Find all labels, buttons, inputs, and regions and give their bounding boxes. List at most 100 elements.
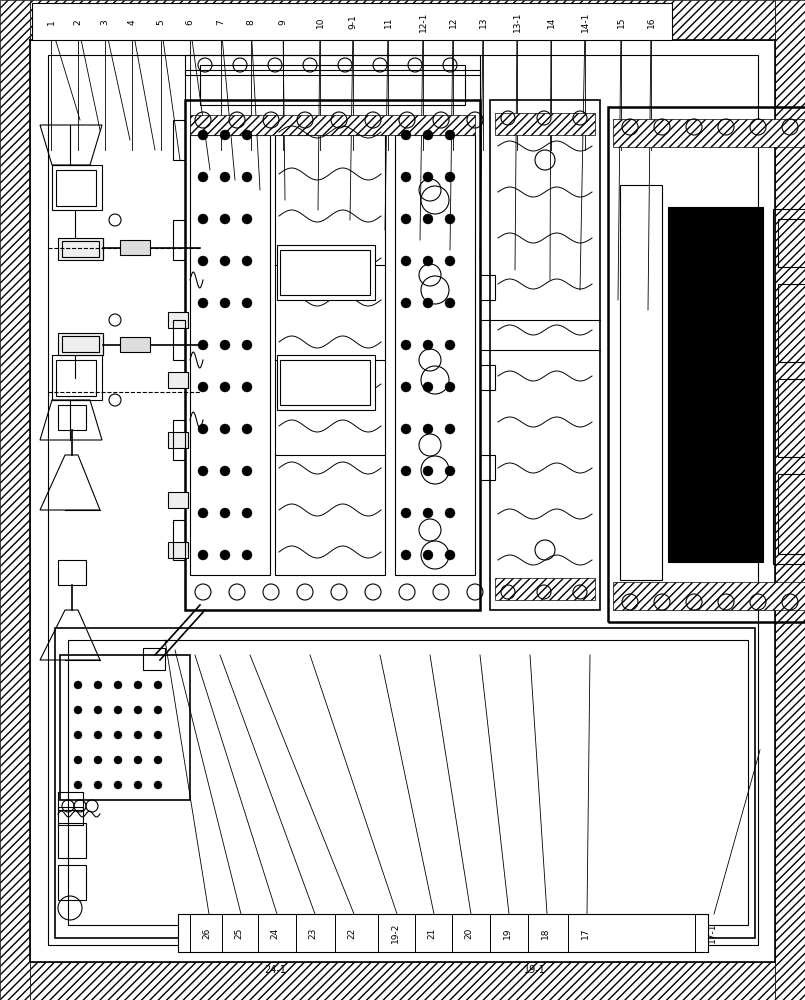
Circle shape bbox=[423, 550, 433, 560]
Bar bbox=[56, 170, 96, 206]
Text: 24-1: 24-1 bbox=[264, 965, 286, 975]
Circle shape bbox=[220, 340, 230, 350]
Bar bbox=[168, 542, 188, 558]
Text: 8: 8 bbox=[246, 19, 255, 25]
Text: 13: 13 bbox=[478, 16, 488, 28]
Bar bbox=[185, 70, 480, 100]
Circle shape bbox=[242, 424, 252, 434]
Circle shape bbox=[401, 256, 411, 266]
Circle shape bbox=[401, 214, 411, 224]
Circle shape bbox=[220, 382, 230, 392]
Circle shape bbox=[198, 550, 208, 560]
Bar bbox=[608, 107, 805, 622]
Text: 14: 14 bbox=[547, 16, 555, 28]
Circle shape bbox=[198, 256, 208, 266]
Circle shape bbox=[94, 781, 102, 789]
Circle shape bbox=[445, 466, 455, 476]
Bar bbox=[190, 115, 475, 135]
Circle shape bbox=[198, 424, 208, 434]
Circle shape bbox=[242, 214, 252, 224]
Bar bbox=[52, 165, 102, 210]
Bar bbox=[778, 284, 805, 362]
Text: 11: 11 bbox=[383, 16, 393, 28]
Circle shape bbox=[242, 298, 252, 308]
Circle shape bbox=[154, 731, 162, 739]
Circle shape bbox=[114, 756, 122, 764]
Circle shape bbox=[94, 731, 102, 739]
Bar bbox=[775, 0, 805, 1000]
Text: 1: 1 bbox=[47, 19, 56, 25]
Bar bbox=[68, 640, 748, 925]
Circle shape bbox=[198, 130, 208, 140]
Text: 15: 15 bbox=[617, 16, 625, 28]
Bar bbox=[280, 360, 370, 405]
Text: 5: 5 bbox=[156, 19, 166, 25]
Circle shape bbox=[198, 172, 208, 182]
Text: 21: 21 bbox=[427, 927, 436, 939]
Bar bbox=[173, 420, 185, 460]
Text: 4: 4 bbox=[127, 19, 137, 25]
Circle shape bbox=[198, 214, 208, 224]
Bar bbox=[173, 120, 185, 160]
Circle shape bbox=[198, 508, 208, 518]
Circle shape bbox=[423, 466, 433, 476]
Bar bbox=[143, 648, 165, 670]
Circle shape bbox=[242, 382, 252, 392]
Circle shape bbox=[134, 681, 142, 689]
Bar bbox=[495, 578, 595, 600]
Text: 9: 9 bbox=[279, 19, 287, 25]
Bar bbox=[480, 455, 495, 480]
Bar bbox=[168, 492, 188, 508]
Circle shape bbox=[423, 256, 433, 266]
Text: 13-1: 13-1 bbox=[513, 12, 522, 32]
Text: 19-2: 19-2 bbox=[390, 923, 399, 943]
Text: 20: 20 bbox=[464, 927, 473, 939]
Circle shape bbox=[401, 550, 411, 560]
Circle shape bbox=[154, 681, 162, 689]
Text: 17-1: 17-1 bbox=[708, 923, 716, 943]
Bar bbox=[58, 823, 86, 858]
Bar bbox=[190, 135, 270, 575]
Circle shape bbox=[114, 781, 122, 789]
Circle shape bbox=[401, 382, 411, 392]
Bar bbox=[30, 962, 775, 1000]
Circle shape bbox=[154, 781, 162, 789]
Circle shape bbox=[401, 424, 411, 434]
Circle shape bbox=[114, 706, 122, 714]
Bar bbox=[58, 865, 86, 900]
Bar bbox=[480, 275, 495, 300]
Bar bbox=[668, 207, 763, 562]
Circle shape bbox=[74, 756, 82, 764]
Circle shape bbox=[134, 706, 142, 714]
Circle shape bbox=[242, 172, 252, 182]
Circle shape bbox=[445, 550, 455, 560]
Circle shape bbox=[401, 508, 411, 518]
Text: 16: 16 bbox=[646, 16, 655, 28]
Circle shape bbox=[242, 340, 252, 350]
Circle shape bbox=[401, 298, 411, 308]
Circle shape bbox=[242, 508, 252, 518]
Bar bbox=[200, 65, 465, 105]
Text: 22: 22 bbox=[348, 927, 357, 939]
Bar bbox=[480, 365, 495, 390]
Bar bbox=[613, 582, 805, 610]
Circle shape bbox=[220, 424, 230, 434]
Circle shape bbox=[445, 130, 455, 140]
Bar bbox=[773, 209, 805, 564]
Text: 9-1: 9-1 bbox=[349, 15, 357, 29]
Circle shape bbox=[445, 340, 455, 350]
Circle shape bbox=[423, 508, 433, 518]
Text: 3: 3 bbox=[101, 19, 109, 25]
Circle shape bbox=[445, 298, 455, 308]
Circle shape bbox=[242, 256, 252, 266]
Text: 24: 24 bbox=[270, 927, 279, 939]
Bar bbox=[613, 119, 805, 147]
Circle shape bbox=[423, 424, 433, 434]
Circle shape bbox=[445, 214, 455, 224]
Bar bbox=[62, 336, 99, 352]
Circle shape bbox=[423, 340, 433, 350]
Bar bbox=[778, 379, 805, 457]
Bar bbox=[58, 405, 86, 430]
Circle shape bbox=[242, 466, 252, 476]
Text: 18: 18 bbox=[540, 927, 550, 939]
